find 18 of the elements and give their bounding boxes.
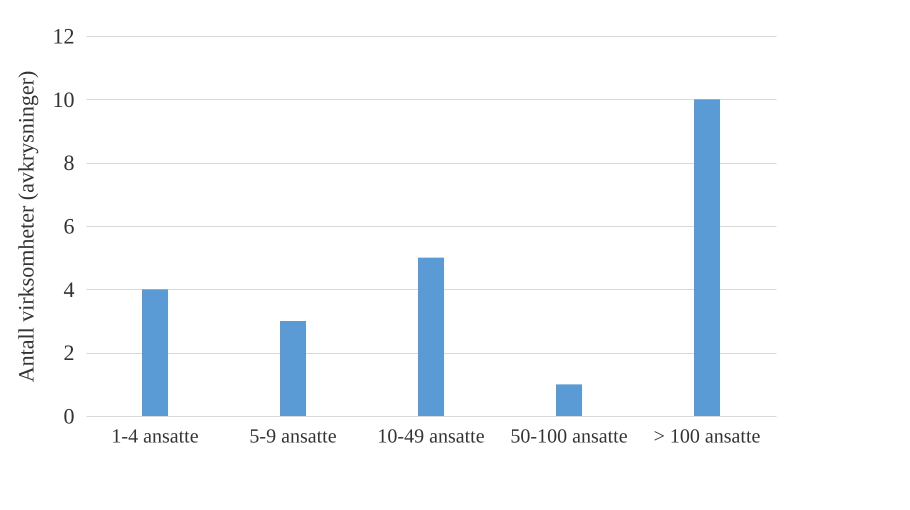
bar [280,321,306,416]
y-tick-label: 4 [64,276,74,302]
y-tick-label: 2 [64,340,74,366]
x-tick-label: > 100 ansatte [654,426,761,448]
bar [694,99,720,416]
y-tick-label: 8 [64,150,74,176]
bar [418,258,444,416]
x-tick-label: 5-9 ansatte [249,426,337,448]
y-axis-title: Antall virksomheter (avkrysninger) [14,70,38,382]
x-tick-label: 10-49 ansatte [377,426,485,448]
bar [556,384,582,416]
x-tick-label: 1-4 ansatte [111,426,199,448]
x-tick-label: 50-100 ansatte [510,426,628,448]
y-tick-label: 0 [64,404,74,428]
y-tick-label: 12 [52,24,74,48]
y-tick-label: 10 [52,86,74,112]
bar [142,289,168,416]
y-tick-label: 6 [64,214,74,238]
